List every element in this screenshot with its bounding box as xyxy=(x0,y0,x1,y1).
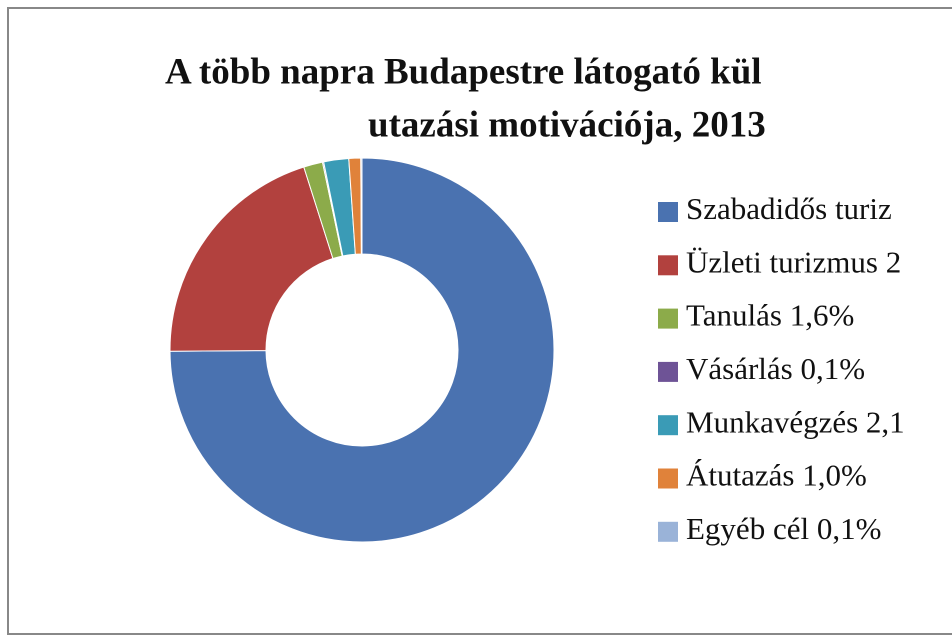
legend-swatch xyxy=(658,415,678,436)
legend-label: Tanulás 1,6% xyxy=(686,298,854,333)
chart-title: A több napra Budapestre látogató kül xyxy=(165,51,762,92)
legend-label: Munkavégzés 2,1 xyxy=(686,404,905,439)
legend-label: Vásárlás 0,1% xyxy=(686,351,865,386)
donut-segment xyxy=(169,166,334,352)
legend-swatch xyxy=(658,202,678,222)
donut-segment xyxy=(360,157,363,255)
donut-segment xyxy=(169,157,555,543)
legend-label: Egyéb cél 0,1% xyxy=(686,511,881,546)
legend-swatch xyxy=(658,521,678,542)
legend-swatch xyxy=(658,255,678,276)
legend-swatch xyxy=(658,468,678,489)
chart-title: utazási motivációja, 2013 xyxy=(368,104,766,145)
legend-label: Üzleti turizmus 2 xyxy=(686,244,901,279)
legend-swatch xyxy=(658,308,678,329)
legend-label: Szabadidős turiz xyxy=(686,191,892,226)
legend-swatch xyxy=(658,361,678,382)
legend-label: Átutazás 1,0% xyxy=(686,458,867,493)
